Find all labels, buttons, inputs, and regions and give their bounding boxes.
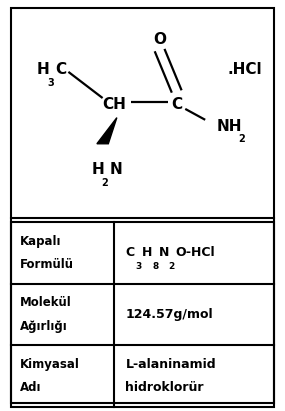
Text: C: C (171, 97, 182, 112)
Text: 2: 2 (238, 134, 245, 144)
Text: H: H (37, 62, 50, 77)
Text: L-alaninamid: L-alaninamid (125, 358, 216, 371)
Text: H: H (91, 162, 104, 178)
Text: N: N (110, 162, 123, 178)
Text: 124.57g/mol: 124.57g/mol (125, 308, 213, 321)
Text: 2: 2 (169, 262, 175, 270)
Text: Molekül: Molekül (20, 296, 72, 309)
Text: O-HCl: O-HCl (175, 246, 215, 259)
Text: CH: CH (102, 97, 126, 112)
Text: .HCl: .HCl (228, 62, 262, 77)
Text: O: O (153, 32, 166, 47)
Text: hidroklorür: hidroklorür (125, 381, 204, 394)
Text: 2: 2 (101, 178, 108, 188)
Text: Kimyasal: Kimyasal (20, 358, 80, 371)
Polygon shape (97, 118, 117, 144)
Text: 8: 8 (152, 262, 158, 270)
Text: 3: 3 (47, 78, 54, 88)
Text: Formülü: Formülü (20, 258, 74, 271)
Text: Adı: Adı (20, 381, 41, 394)
Text: C: C (56, 62, 67, 77)
Text: N: N (158, 246, 169, 259)
Text: Ağırlığı: Ağırlığı (20, 319, 68, 332)
Text: H: H (142, 246, 152, 259)
Text: Kapalı: Kapalı (20, 235, 62, 247)
Text: 3: 3 (136, 262, 142, 270)
Text: C: C (125, 246, 135, 259)
Text: NH: NH (217, 119, 242, 134)
